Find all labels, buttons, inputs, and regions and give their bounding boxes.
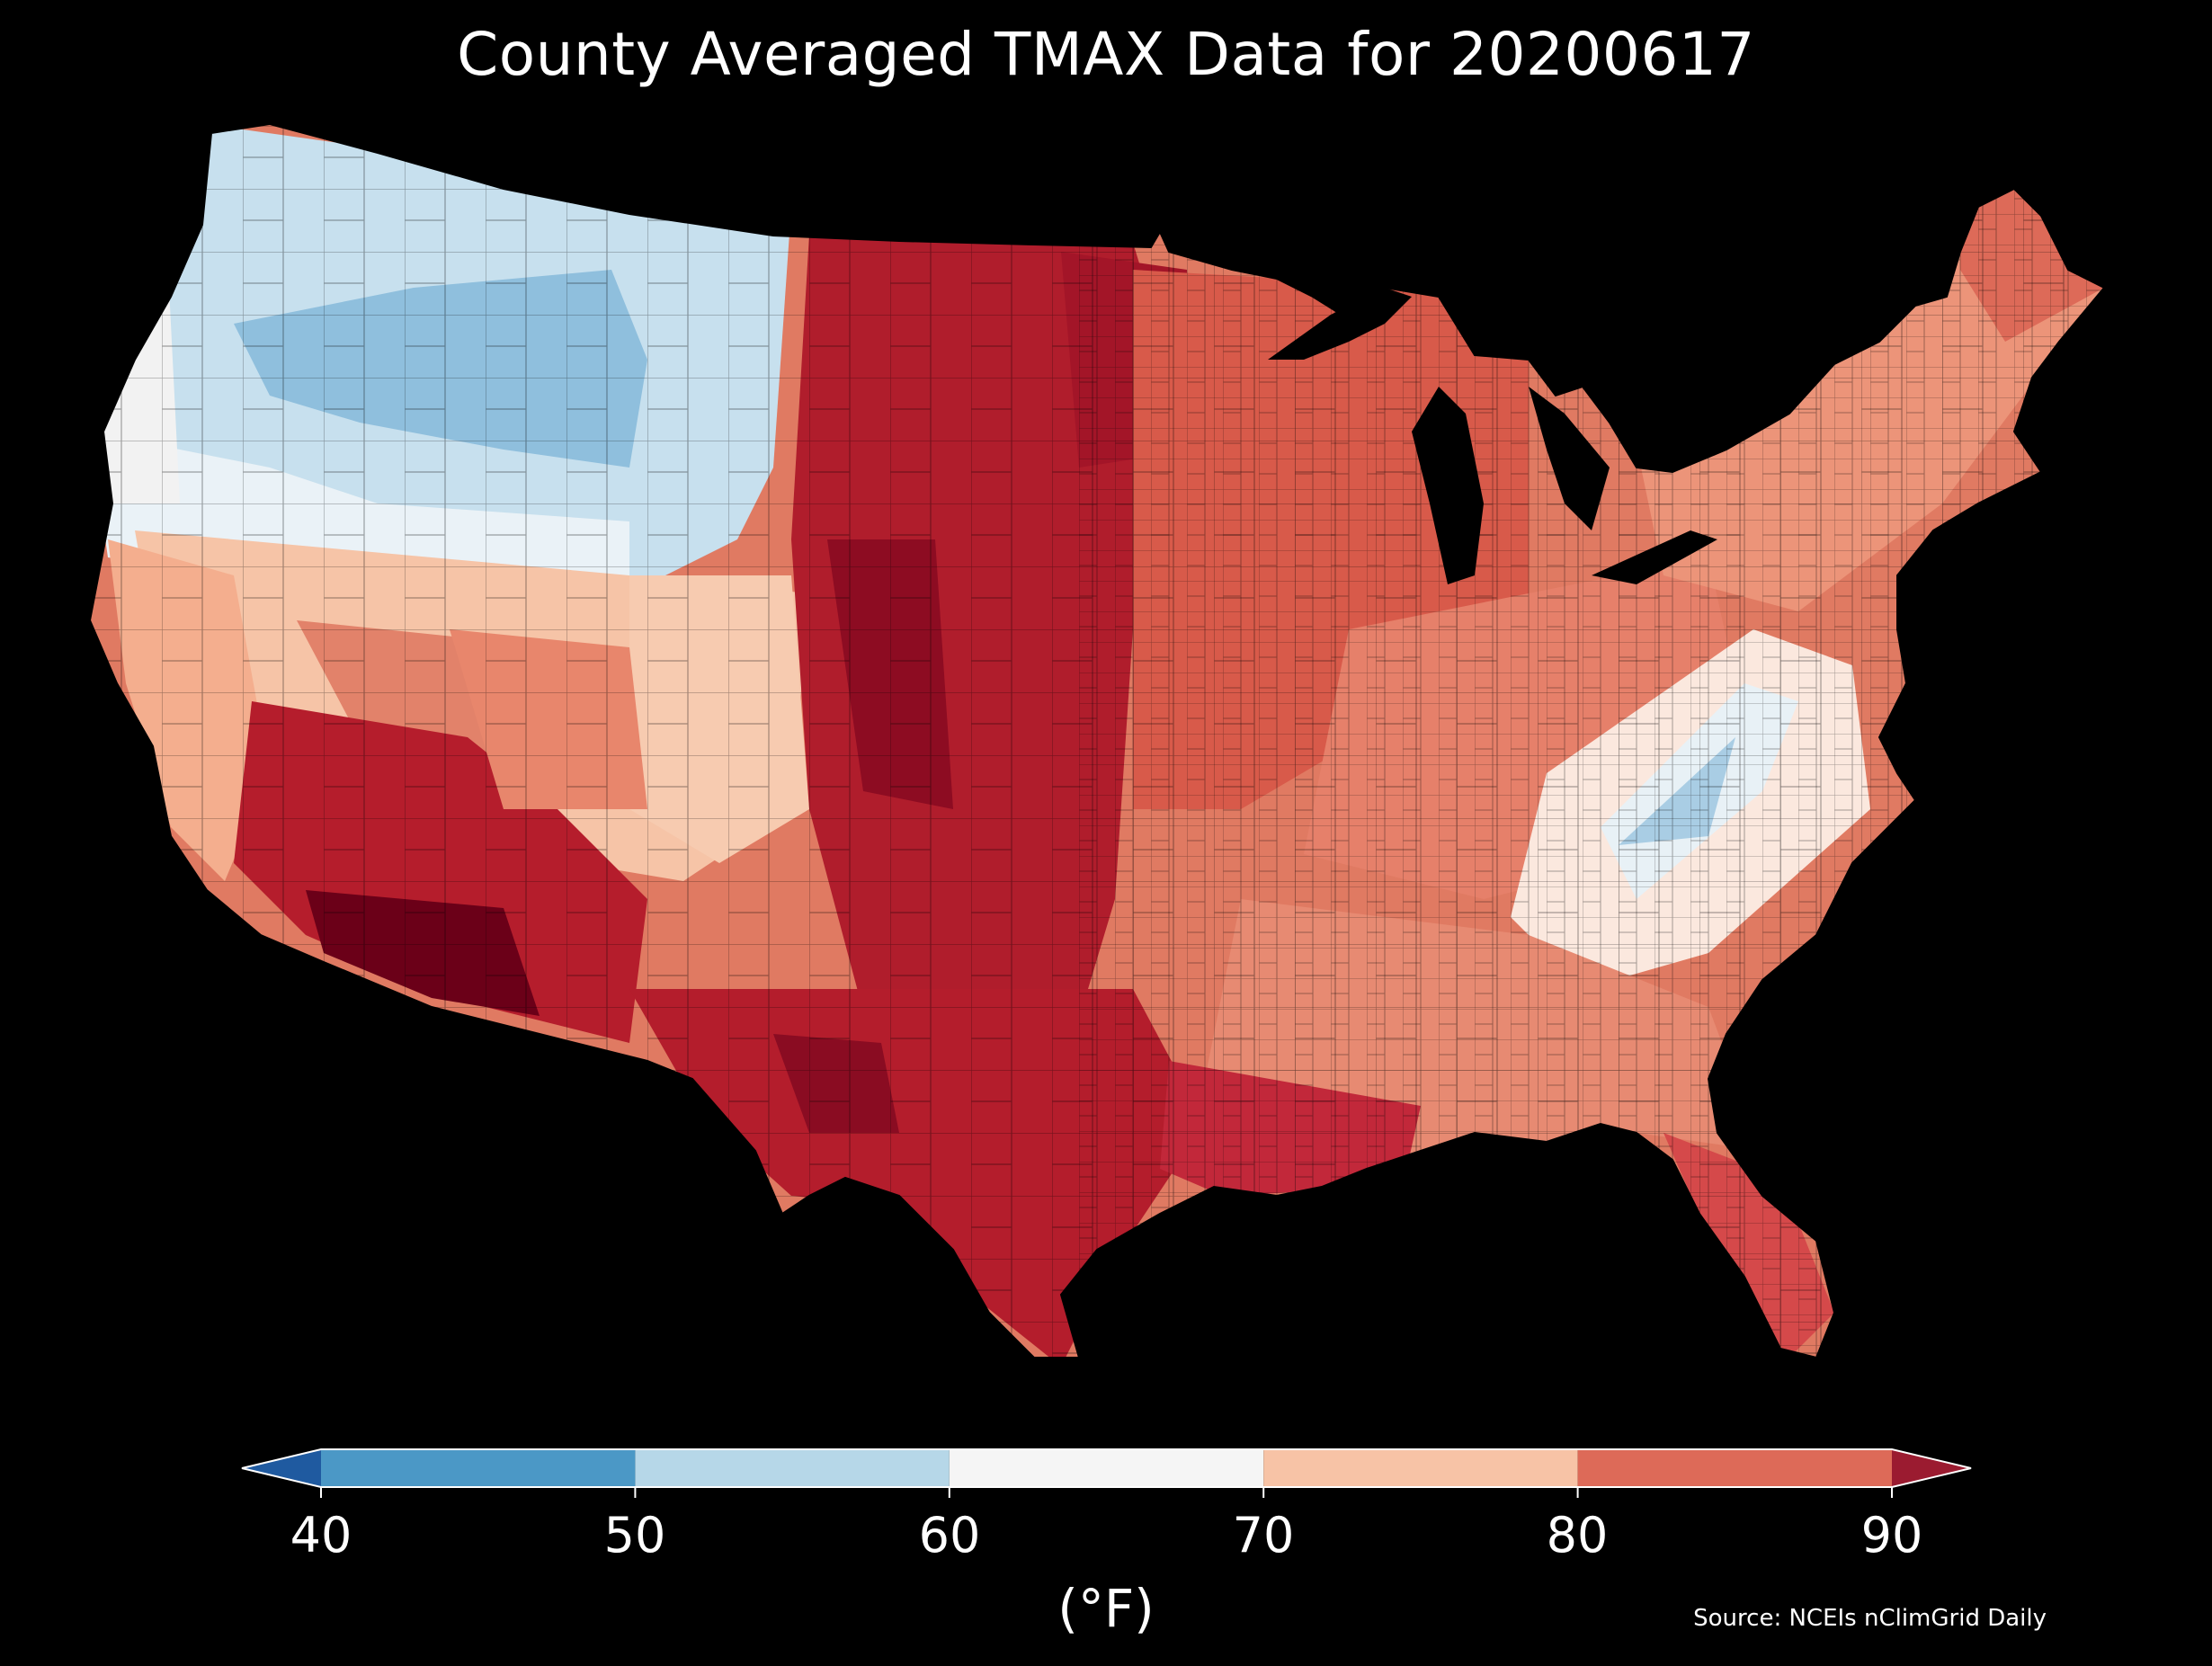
colorbar-tick-70: 70 — [1232, 1507, 1295, 1564]
colorbar-tick-50: 50 — [603, 1507, 666, 1564]
lake-michigan — [1412, 387, 1484, 584]
colorbar-tick-90: 90 — [1860, 1507, 1923, 1564]
colorbar-bin-90-100 — [1892, 1449, 1971, 1487]
colorbar-tick-40: 40 — [290, 1507, 352, 1564]
colorbar-unit-label: (°F) — [1057, 1578, 1155, 1639]
map-title: County Averaged TMAX Data for 20200617 — [457, 20, 1755, 89]
colorbar-bin-40-50 — [321, 1449, 636, 1487]
colorbar-bin-60-70 — [949, 1449, 1264, 1487]
lake-huron — [1529, 387, 1610, 530]
colorbar-bin-30-40 — [242, 1449, 321, 1487]
colorbar-bin-80-90 — [1577, 1449, 1892, 1487]
lake-erie — [1592, 530, 1717, 584]
colorbar-bin-50-60 — [635, 1449, 950, 1487]
source-credit: Source: NCEIs nClimGrid Daily — [1693, 1605, 2047, 1632]
colorbar-tick-80: 80 — [1546, 1507, 1609, 1564]
lake-superior — [1268, 288, 1412, 360]
colorbar-bin-70-80 — [1263, 1449, 1578, 1487]
colorbar-tick-60: 60 — [918, 1507, 981, 1564]
